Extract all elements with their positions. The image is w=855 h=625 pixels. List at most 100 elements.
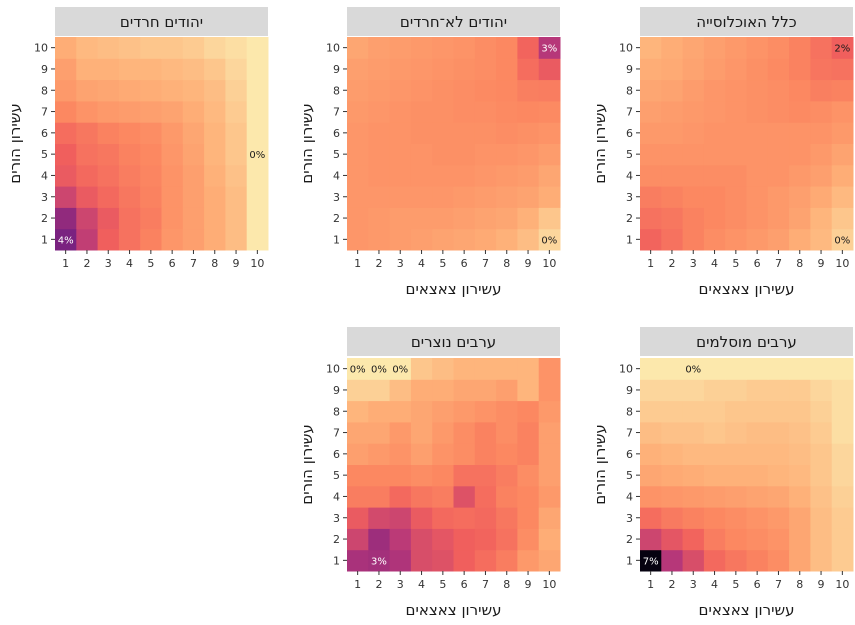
- x-tick-label: 7: [190, 257, 197, 270]
- heatmap-cell: [789, 464, 811, 487]
- x-tick-label: 2: [83, 257, 90, 270]
- heatmap-cell: [368, 143, 391, 166]
- heatmap-cell: [389, 100, 412, 123]
- heatmap-cell: [347, 528, 369, 551]
- heatmap-cell: [347, 207, 369, 230]
- heatmap-cell: [474, 485, 497, 508]
- heatmap-cell: [789, 58, 811, 81]
- heatmap-cell: [767, 37, 790, 59]
- panel-title: ערבים נוצרים: [411, 333, 496, 351]
- heatmap-cell: [682, 122, 705, 144]
- heatmap-cell: [432, 79, 454, 102]
- heatmap-cell: [517, 37, 540, 59]
- heatmap-cell: [703, 58, 726, 81]
- panel-strip: [347, 327, 560, 356]
- heatmap-cell: [703, 443, 726, 465]
- y-tick-label: 8: [626, 84, 633, 97]
- heatmap-cell: [767, 528, 790, 551]
- heatmap-cell: [682, 358, 705, 380]
- heatmap-cell: [789, 143, 811, 166]
- heatmap-cell: [453, 358, 476, 380]
- heatmap-cell: [725, 443, 747, 465]
- x-axis-label: עשירון צאצאים: [699, 280, 795, 298]
- heatmap-cell: [810, 186, 833, 208]
- heatmap-cell: [368, 379, 391, 402]
- heatmap-cell: [225, 186, 248, 208]
- heatmap-cell: [368, 421, 391, 444]
- heatmap-cell: [347, 421, 369, 444]
- heatmap-cell: [118, 143, 141, 166]
- panel-title: כלל האוכלוסייה: [696, 13, 797, 31]
- heatmap-cell: [703, 528, 726, 551]
- heatmap-cell: [389, 485, 412, 508]
- heatmap-cell: [767, 207, 790, 230]
- heatmap-cell: [831, 122, 854, 144]
- heatmap-cell: [810, 528, 833, 551]
- heatmap-cell: [517, 528, 540, 551]
- heatmap-cell: [640, 186, 662, 208]
- heatmap-cell: [746, 379, 769, 402]
- heatmap-cell: [682, 379, 705, 402]
- y-tick-label: 4: [41, 169, 48, 182]
- heatmap-cell: [140, 58, 162, 81]
- heatmap-cell: [97, 79, 120, 102]
- heatmap-cell: [496, 122, 518, 144]
- heatmap-cell: [161, 37, 184, 59]
- heatmap-cell: [831, 464, 854, 487]
- y-tick-label: 3: [626, 512, 633, 525]
- heatmap-cell: [389, 122, 412, 144]
- heatmap-cell: [389, 421, 412, 444]
- heatmap-cell: [703, 507, 726, 529]
- heatmap-cell: [347, 507, 369, 529]
- heatmap-cell: [368, 164, 391, 187]
- heatmap-cell: [55, 186, 77, 208]
- y-tick-label: 3: [333, 512, 340, 525]
- heatmap-cell: [225, 100, 248, 123]
- heatmap-cell: [496, 379, 518, 402]
- heatmap-cell: [432, 164, 454, 187]
- heatmap-cell: [725, 122, 747, 144]
- heatmap-cell: [496, 443, 518, 465]
- x-tick-label: 6: [461, 257, 468, 270]
- heatmap-cell: [432, 379, 454, 402]
- heatmap-cell: [496, 79, 518, 102]
- x-tick-label: 6: [169, 257, 176, 270]
- heatmap-cell: [767, 485, 790, 508]
- cell-label: 0%: [350, 365, 366, 376]
- y-tick-label: 5: [41, 148, 48, 161]
- heatmap-cell: [703, 464, 726, 487]
- heatmap-cell: [225, 122, 248, 144]
- heatmap-cell: [831, 207, 854, 230]
- heatmap-cell: [496, 186, 518, 208]
- heatmap-panel: ערבים נוצרים 3% 0% 0% 0% 1 2 3 4 5 6 7 8 9 10 1 2 3 4 5 6 7 8 9…: [298, 327, 561, 619]
- heatmap-cell: [703, 228, 726, 251]
- heatmap-cell: [789, 379, 811, 402]
- heatmap-cell: [410, 164, 433, 187]
- heatmap-cell: [118, 164, 141, 187]
- heatmap-cell: [682, 58, 705, 81]
- cell-label: 0%: [371, 365, 387, 376]
- heatmap-cell: [347, 164, 369, 187]
- heatmap-cell: [517, 164, 540, 187]
- heatmap-cell: [810, 464, 833, 487]
- heatmap-cell: [810, 100, 833, 123]
- heatmap-cell: [767, 100, 790, 123]
- heatmap-cell: [182, 37, 205, 59]
- y-tick-label: 5: [333, 148, 340, 161]
- heatmap-cell: [831, 37, 854, 59]
- heatmap-cell: [810, 507, 833, 529]
- heatmap-cell: [432, 464, 454, 487]
- heatmap-cell: [347, 228, 369, 251]
- heatmap-cell: [538, 379, 561, 402]
- heatmap-cell: [225, 143, 248, 166]
- x-tick-label: 9: [818, 578, 825, 591]
- x-tick-label: 3: [690, 257, 697, 270]
- x-tick-label: 6: [461, 578, 468, 591]
- cell-label: 0%: [541, 235, 557, 246]
- y-tick-label: 10: [619, 42, 633, 55]
- heatmap-cell: [767, 421, 790, 444]
- heatmap-cell: [182, 186, 205, 208]
- heatmap-cell: [682, 143, 705, 166]
- heatmap-cell: [767, 143, 790, 166]
- heatmap-cell: [246, 164, 269, 187]
